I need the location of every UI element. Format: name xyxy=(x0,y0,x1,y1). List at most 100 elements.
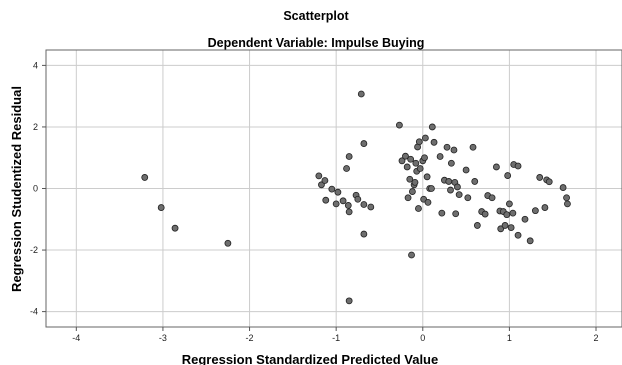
data-point xyxy=(501,222,509,229)
y-tick-label: 2 xyxy=(33,122,38,132)
chart-subtitle: Dependent Variable: Impulse Buying xyxy=(208,36,425,50)
data-point xyxy=(507,224,515,231)
data-point xyxy=(357,90,365,98)
data-point xyxy=(469,143,477,151)
data-point xyxy=(171,224,179,232)
data-point xyxy=(563,194,570,202)
data-point xyxy=(428,123,436,131)
data-point xyxy=(541,204,549,211)
data-point xyxy=(450,146,458,154)
data-point xyxy=(447,186,454,194)
x-tick-label: -1 xyxy=(332,333,340,343)
data-point xyxy=(416,165,424,172)
data-point xyxy=(423,173,431,181)
data-point xyxy=(509,209,517,217)
data-point xyxy=(421,154,428,162)
data-point xyxy=(415,138,423,146)
data-point xyxy=(412,159,420,167)
data-point xyxy=(504,172,512,179)
x-tick-label: -2 xyxy=(246,333,254,343)
data-point xyxy=(521,215,529,223)
data-point xyxy=(344,202,352,209)
data-point xyxy=(452,210,460,218)
data-point xyxy=(395,121,403,129)
data-point xyxy=(455,191,463,199)
data-point xyxy=(514,162,522,170)
data-point xyxy=(315,172,323,180)
y-tick-label: 4 xyxy=(33,60,38,70)
data-point xyxy=(564,200,571,208)
data-point xyxy=(332,200,340,208)
y-tick-label: -4 xyxy=(30,307,38,317)
data-point xyxy=(514,231,522,239)
data-point xyxy=(462,166,470,174)
chart-title: Scatterplot xyxy=(283,9,349,23)
x-axis-label: Regression Standardized Predicted Value xyxy=(182,352,438,365)
data-point xyxy=(464,194,472,202)
data-point xyxy=(398,157,406,165)
data-point xyxy=(141,174,149,181)
data-point xyxy=(360,140,368,147)
data-point xyxy=(339,197,347,205)
y-tick-label: 0 xyxy=(33,184,38,194)
data-point xyxy=(421,134,429,142)
x-tick-label: -3 xyxy=(159,333,167,343)
y-tick-label: -2 xyxy=(30,245,38,255)
data-point xyxy=(443,143,451,151)
data-point xyxy=(360,201,368,208)
data-point xyxy=(403,163,411,171)
x-tick-label: 1 xyxy=(507,333,512,343)
data-point xyxy=(322,196,330,204)
data-point xyxy=(360,230,368,238)
data-point xyxy=(411,178,419,186)
y-axis-label: Regression Studentized Residual xyxy=(9,86,24,292)
x-tick-label: -4 xyxy=(72,333,80,343)
data-point xyxy=(447,159,455,167)
data-point xyxy=(505,200,513,208)
data-point xyxy=(545,178,553,186)
data-point xyxy=(328,185,336,193)
x-tick-label: 2 xyxy=(594,333,599,343)
data-point xyxy=(407,155,415,163)
data-point xyxy=(454,183,461,191)
data-point xyxy=(367,203,375,211)
data-point xyxy=(497,225,505,233)
data-point xyxy=(493,163,500,171)
data-point xyxy=(343,165,350,172)
tick-labels: -4 -3 -2 -1 0 1 2 -4 -2 0 2 4 xyxy=(30,60,599,343)
grid-lines xyxy=(46,50,622,327)
data-point xyxy=(559,184,567,191)
data-point xyxy=(334,188,342,196)
data-point xyxy=(318,181,325,189)
data-point xyxy=(436,153,444,160)
data-points xyxy=(141,90,571,305)
data-point xyxy=(488,194,496,202)
data-point xyxy=(321,177,329,184)
data-point xyxy=(404,194,412,202)
data-point xyxy=(224,239,232,247)
data-point xyxy=(345,208,353,216)
data-point xyxy=(345,153,353,160)
data-point xyxy=(438,209,446,217)
data-point xyxy=(473,222,481,229)
data-point xyxy=(157,204,165,211)
data-point xyxy=(445,178,453,185)
data-point xyxy=(354,195,362,203)
data-point xyxy=(415,205,422,212)
x-tick-label: 0 xyxy=(420,333,425,343)
data-point xyxy=(424,198,432,206)
data-point xyxy=(408,188,416,195)
data-point xyxy=(402,152,409,160)
data-point xyxy=(526,237,534,245)
data-point xyxy=(531,207,539,215)
data-point xyxy=(430,138,438,146)
data-point xyxy=(471,178,479,185)
data-point xyxy=(536,174,544,181)
data-point xyxy=(503,211,511,219)
data-point xyxy=(428,185,435,192)
data-point xyxy=(481,210,489,218)
data-point xyxy=(408,251,415,259)
data-point xyxy=(345,297,353,305)
data-point xyxy=(406,175,414,183)
